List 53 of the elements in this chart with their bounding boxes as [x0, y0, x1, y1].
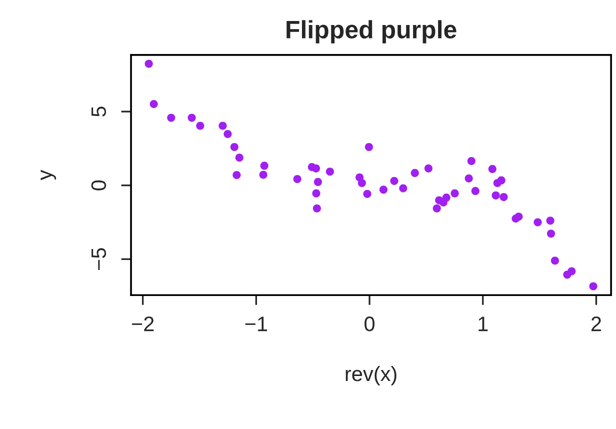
point — [471, 186, 480, 196]
point — [568, 267, 576, 276]
x-axis-title: rev(x) — [346, 366, 396, 386]
point — [589, 282, 598, 290]
point — [464, 174, 473, 182]
point — [364, 142, 373, 152]
point — [488, 164, 496, 174]
point — [230, 142, 238, 152]
point — [144, 60, 153, 68]
y-axis-title: y — [40, 170, 56, 180]
point — [546, 216, 554, 225]
y-tick-label: 5 — [92, 106, 106, 117]
point — [492, 191, 500, 200]
point — [260, 162, 268, 170]
point — [218, 122, 227, 130]
point — [432, 204, 441, 212]
chart-title: Flipped purple — [286, 20, 456, 44]
point — [424, 164, 433, 172]
point — [363, 190, 372, 198]
point — [467, 156, 476, 166]
point — [390, 176, 398, 185]
point — [196, 122, 204, 130]
point — [167, 114, 176, 122]
y-tick-label: 0 — [91, 180, 106, 190]
y-tick-label: −5 — [92, 248, 106, 270]
point — [358, 178, 366, 188]
point — [534, 218, 542, 226]
x-tick-label: 1 — [478, 316, 488, 332]
point — [293, 174, 302, 184]
point — [399, 184, 408, 192]
point — [235, 154, 244, 162]
point — [232, 170, 241, 180]
x-tick-label: −1 — [245, 316, 268, 332]
x-tick-label: 0 — [364, 316, 374, 332]
point — [314, 178, 322, 186]
point — [514, 212, 523, 221]
point — [326, 168, 334, 176]
point — [259, 170, 268, 179]
point — [550, 256, 560, 265]
point — [410, 168, 419, 178]
point — [150, 100, 158, 108]
x-tick-label: −2 — [132, 316, 154, 332]
point — [224, 130, 232, 138]
point — [450, 189, 459, 198]
point — [188, 114, 196, 122]
point — [379, 186, 388, 194]
x-tick-label: 2 — [591, 316, 601, 332]
point — [500, 192, 508, 202]
point — [312, 189, 320, 198]
point — [497, 176, 506, 184]
point — [312, 204, 321, 212]
point — [546, 230, 556, 238]
point — [442, 194, 450, 202]
